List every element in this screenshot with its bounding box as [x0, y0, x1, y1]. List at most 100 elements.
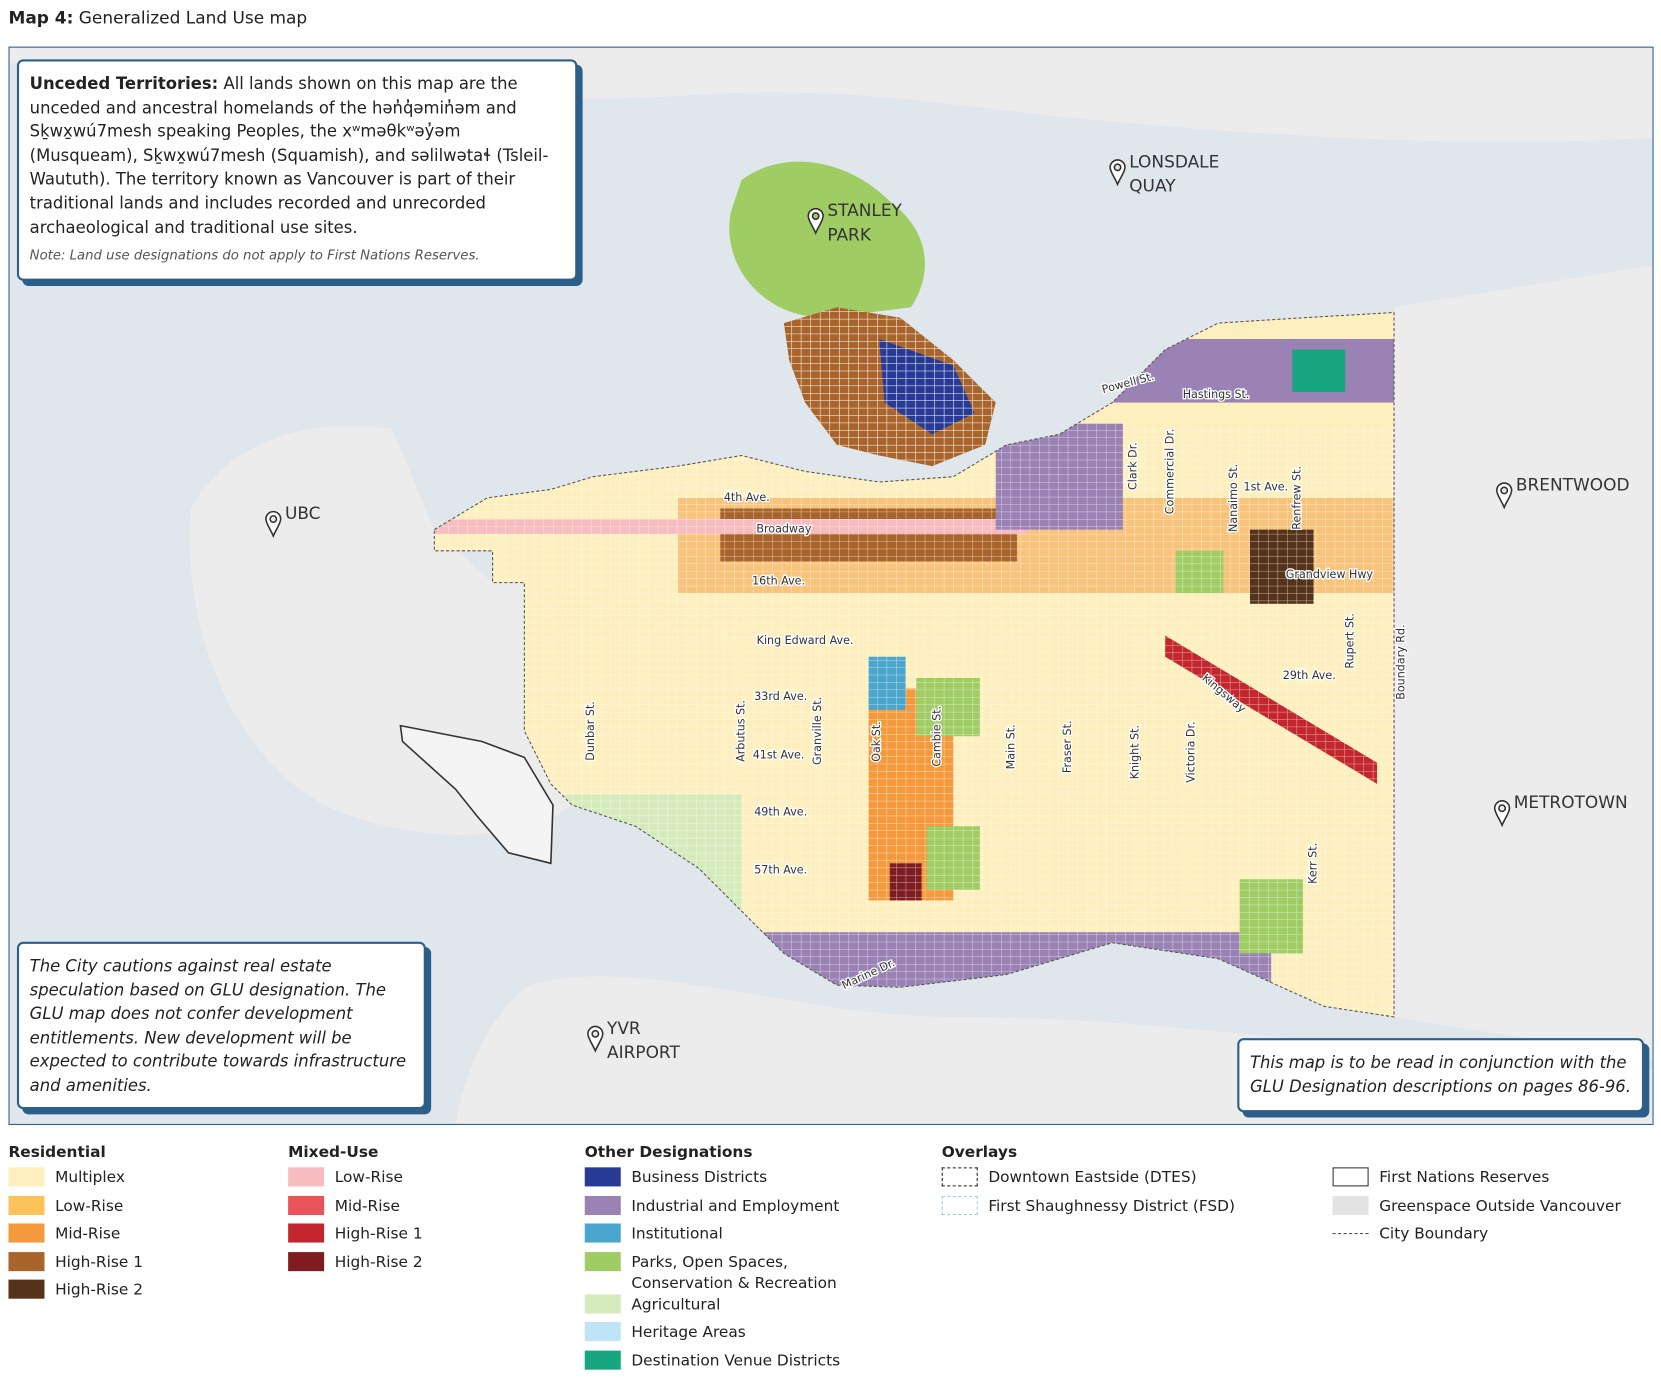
street-label: 29th Ave.	[1283, 669, 1336, 682]
street-label: 1st Ave.	[1244, 480, 1289, 493]
legend-label: High-Rise 1	[55, 1253, 143, 1271]
legend-item: First Shaughnessy District (FSD)	[941, 1195, 1260, 1223]
title-text: Generalized Land Use map	[78, 7, 308, 28]
place-label: UBC	[284, 503, 321, 524]
legend-item: First Nations Reserves	[1332, 1167, 1651, 1195]
legend-label: High-Rise 2	[334, 1253, 423, 1271]
burnaby	[1394, 264, 1654, 1060]
place-pin	[807, 207, 824, 236]
legend-group: Mixed-Use Low-Rise Mid-Rise High-Rise 1 High…	[288, 1144, 606, 1280]
unceded-heading: Unceded Territories:	[29, 74, 219, 94]
legend-label: High-Rise 2	[55, 1281, 143, 1299]
legend-swatch	[584, 1251, 621, 1271]
legend-swatch	[288, 1167, 325, 1187]
legend-label: Low-Rise	[334, 1169, 403, 1187]
legend-label: Agricultural	[631, 1296, 721, 1314]
legend-swatch	[584, 1223, 621, 1243]
place-label: LONSDALE QUAY	[1129, 151, 1220, 196]
place-pin	[1495, 482, 1513, 510]
place-pin	[587, 1025, 604, 1053]
legend-item: Multiplex	[8, 1167, 326, 1195]
caution-text: The City cautions against real estate sp…	[29, 956, 407, 1096]
legend-item: Heritage Areas	[584, 1322, 882, 1350]
legend-item: Greenspace Outside Vancouver	[1332, 1195, 1651, 1223]
street-label: 16th Ave.	[752, 575, 805, 588]
legend-item: High-Rise 1	[288, 1223, 606, 1251]
legend-label: City Boundary	[1379, 1225, 1489, 1243]
legend-label: Parks, Open Spaces, Conservation & Recre…	[631, 1253, 837, 1292]
legend-title	[1333, 1144, 1651, 1161]
unceded-box: Unceded Territories: All lands shown on …	[16, 59, 578, 281]
street-label: 57th Ave.	[754, 864, 807, 877]
legend-swatch	[584, 1350, 621, 1370]
legend-swatch	[584, 1293, 621, 1314]
legend-label: Downtown Eastside (DTES)	[988, 1169, 1197, 1187]
unceded-text: All lands shown on this map are the unce…	[29, 74, 549, 237]
street-label: Grandview Hwy	[1286, 568, 1374, 581]
legend-label: Mid-Rise	[334, 1197, 400, 1215]
legend-item: City Boundary	[1332, 1223, 1651, 1251]
legend-item: Institutional	[584, 1223, 882, 1251]
legend-title: Overlays	[941, 1144, 1018, 1161]
stanley-park	[729, 161, 925, 318]
legend-label: Mid-Rise	[55, 1225, 121, 1243]
legend-item: High-Rise 1	[8, 1251, 326, 1280]
map-frame	[8, 46, 1654, 1125]
legend-swatch	[8, 1195, 45, 1215]
legend-swatch	[584, 1195, 621, 1215]
legend-label: Institutional	[631, 1225, 723, 1243]
legend-item: Low-Rise	[8, 1195, 326, 1223]
legend-label: High-Rise 1	[334, 1225, 423, 1243]
legend-item: Low-Rise	[288, 1167, 606, 1195]
legend-item: Mid-Rise	[8, 1223, 326, 1251]
legend-swatch	[941, 1167, 978, 1187]
street-label: King Edward Ave.	[757, 634, 854, 647]
legend-label: Multiplex	[55, 1169, 125, 1187]
legend-label: First Shaughnessy District (FSD)	[988, 1197, 1235, 1215]
street-label: Hastings St.	[1183, 388, 1250, 401]
reading-box: This map is to be read in conjunction wi…	[1237, 1038, 1645, 1113]
title-label: Map 4:	[8, 7, 74, 28]
downtown-grid	[783, 307, 996, 467]
ubc-lands	[189, 426, 573, 835]
legend-swatch	[8, 1279, 45, 1299]
reading-text: This map is to be read in conjunction wi…	[1249, 1052, 1631, 1096]
street-label: 49th Ave.	[754, 805, 807, 818]
legend-title: Residential	[8, 1144, 106, 1161]
street-label: Kerr St.	[1307, 843, 1320, 884]
legend-item: Downtown Eastside (DTES)	[941, 1167, 1260, 1195]
place-pin	[1109, 159, 1126, 187]
street-label: Clark Dr.	[1126, 442, 1139, 490]
legend-item: Industrial and Employment	[584, 1195, 882, 1223]
street-label: Commercial Dr.	[1164, 429, 1177, 515]
legend-title: Mixed-Use	[288, 1144, 379, 1161]
legend-group: Residential Multiplex Low-Rise Mid-Rise High…	[8, 1144, 326, 1308]
place-label: YVR AIRPORT	[606, 1017, 680, 1063]
map: Powell St. Hastings St.1st Ave.Grandview …	[8, 46, 1654, 1125]
legend-label: First Nations Reserves	[1379, 1169, 1550, 1187]
legend-item: Parks, Open Spaces, Conservation & Recre…	[584, 1251, 882, 1294]
street-label: Victoria Dr.	[1185, 721, 1198, 782]
legend-title: Other Designations	[584, 1144, 753, 1161]
legend-item: Mid-Rise	[288, 1195, 606, 1223]
legend-swatch	[1332, 1223, 1369, 1235]
street-label: 33rd Ave.	[754, 690, 807, 703]
legend-item: High-Rise 2	[288, 1251, 606, 1280]
place-pin	[1493, 800, 1511, 828]
legend-swatch	[1332, 1195, 1369, 1215]
legend-swatch	[288, 1251, 325, 1271]
street-label: 4th Ave.	[724, 491, 770, 504]
street-label: Granville St.	[811, 697, 824, 765]
legend-label: Greenspace Outside Vancouver	[1379, 1197, 1621, 1215]
place-pin	[265, 510, 282, 539]
legend-item: Business Districts	[584, 1167, 882, 1195]
street-label: Rupert St.	[1344, 613, 1357, 669]
street-label: Dunbar St.	[584, 701, 597, 761]
legend-item: Agricultural	[584, 1293, 882, 1322]
street-label: Oak St.	[870, 721, 883, 761]
legend-swatch	[584, 1167, 621, 1187]
street-label: Fraser St.	[1061, 720, 1074, 773]
legend-label: Low-Rise	[55, 1197, 124, 1215]
legend-swatch	[8, 1223, 45, 1243]
